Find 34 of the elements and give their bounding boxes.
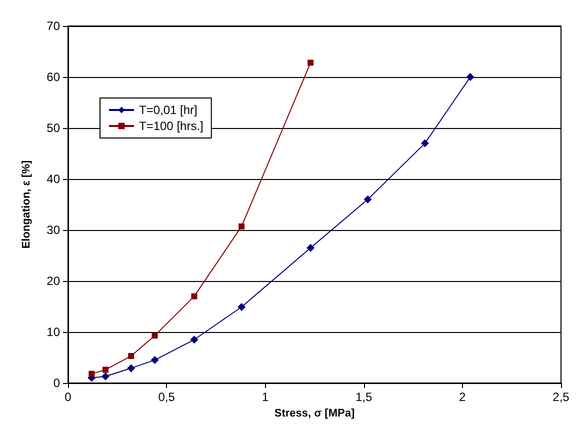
y-tick-label: 0 bbox=[53, 376, 60, 390]
y-tick-label: 60 bbox=[46, 70, 60, 84]
x-tick-label: 0,5 bbox=[158, 390, 176, 404]
x-tick-label: 2 bbox=[459, 390, 466, 404]
point bbox=[308, 60, 314, 66]
y-tick-label: 50 bbox=[46, 121, 60, 135]
x-tick-label: 1 bbox=[262, 390, 269, 404]
point bbox=[466, 73, 474, 81]
point bbox=[88, 370, 95, 377]
point bbox=[364, 195, 372, 204]
y-axis-title: Elongation, ε [%] bbox=[20, 160, 32, 249]
y-tick-label: 10 bbox=[46, 325, 60, 339]
legend-label: T=100 [hrs.] bbox=[139, 119, 204, 133]
y-tick-label: 20 bbox=[46, 274, 60, 288]
x-tick-label: 1,5 bbox=[355, 390, 372, 404]
y-tick-label: 70 bbox=[46, 19, 60, 33]
legend-label: T=0,01 [hr] bbox=[139, 103, 198, 117]
point bbox=[152, 332, 158, 339]
point bbox=[127, 364, 136, 372]
point bbox=[238, 223, 245, 230]
y-tick-label: 30 bbox=[46, 223, 60, 237]
x-tick-label: 0 bbox=[64, 390, 72, 404]
point bbox=[190, 336, 198, 344]
point bbox=[150, 356, 159, 364]
point bbox=[306, 244, 315, 252]
point bbox=[238, 303, 246, 312]
y-tick-label: 40 bbox=[46, 172, 60, 186]
point bbox=[420, 139, 429, 148]
point bbox=[101, 372, 110, 380]
point bbox=[102, 366, 108, 373]
point bbox=[191, 293, 198, 300]
x-axis-title: Stress, σ [MPa] bbox=[274, 407, 355, 420]
x-tick-label: 2,5 bbox=[552, 390, 570, 404]
point bbox=[128, 352, 134, 359]
